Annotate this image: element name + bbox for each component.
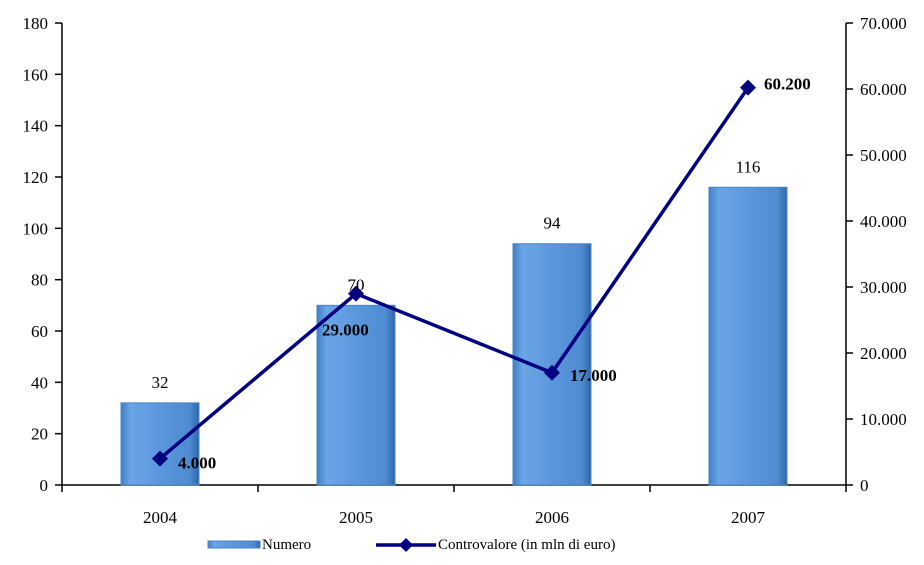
x-tick-label: 2006	[535, 508, 569, 527]
y-left-tick-label: 180	[23, 14, 49, 33]
line-value-label: 4.000	[178, 454, 216, 473]
y-left-tick-label: 120	[23, 168, 49, 187]
bar-value-label: 32	[152, 373, 169, 392]
y-left-tick-label: 80	[31, 271, 48, 290]
line-series	[160, 88, 748, 459]
legend-diamond-icon	[399, 538, 413, 552]
line-value-label: 29.000	[322, 321, 369, 340]
bar-value-label: 94	[544, 214, 562, 233]
bar	[121, 403, 199, 485]
y-right-tick-label: 0	[860, 476, 869, 495]
y-left-tick-label: 60	[31, 322, 48, 341]
x-tick-label: 2005	[339, 508, 373, 527]
y-left-tick-label: 0	[40, 476, 49, 495]
x-tick-label: 2004	[143, 508, 178, 527]
y-right-tick-label: 50.000	[860, 146, 907, 165]
bar-value-label: 116	[736, 157, 761, 176]
line-value-label: 17.000	[570, 366, 617, 385]
y-right-tick-label: 10.000	[860, 410, 907, 429]
y-left-tick-label: 20	[31, 425, 48, 444]
legend-label-controvalore: Controvalore (in mln di euro)	[438, 537, 615, 553]
bar-value-label: 70	[348, 275, 365, 294]
y-right-tick-label: 40.000	[860, 212, 907, 231]
y-right-tick-label: 70.000	[860, 14, 907, 33]
y-right-tick-label: 30.000	[860, 278, 907, 297]
y-right-tick-label: 60.000	[860, 80, 907, 99]
x-tick-label: 2007	[731, 508, 766, 527]
bar	[513, 244, 591, 485]
bar	[709, 187, 787, 485]
y-left-tick-label: 140	[23, 117, 49, 136]
y-left-tick-label: 160	[23, 65, 49, 84]
legend-bar-swatch	[208, 541, 260, 548]
legend-label-numero: Numero	[262, 537, 311, 553]
y-left-tick-label: 100	[23, 219, 49, 238]
y-left-tick-label: 40	[31, 373, 48, 392]
y-right-tick-label: 20.000	[860, 344, 907, 363]
line-value-label: 60.200	[764, 75, 811, 94]
